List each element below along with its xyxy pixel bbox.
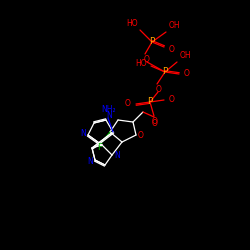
Text: O: O (169, 96, 175, 104)
Text: O: O (169, 46, 175, 54)
Text: HO: HO (126, 18, 138, 28)
Text: HO: HO (135, 58, 147, 68)
Text: NH₂: NH₂ (102, 106, 116, 114)
Text: N: N (80, 128, 86, 138)
Text: N: N (87, 158, 93, 166)
Text: O: O (152, 118, 158, 128)
Text: N: N (106, 112, 112, 120)
Text: OH: OH (168, 22, 180, 30)
Text: P: P (147, 98, 153, 106)
Text: O: O (144, 56, 150, 64)
Text: O: O (156, 86, 162, 94)
Text: F: F (98, 144, 102, 152)
Text: OH: OH (179, 50, 191, 59)
Text: P: P (162, 68, 168, 76)
Text: O: O (138, 130, 144, 140)
Text: O: O (125, 100, 131, 108)
Text: N: N (114, 150, 120, 160)
Text: O: O (152, 118, 158, 126)
Text: O: O (184, 70, 190, 78)
Text: P: P (149, 38, 155, 46)
